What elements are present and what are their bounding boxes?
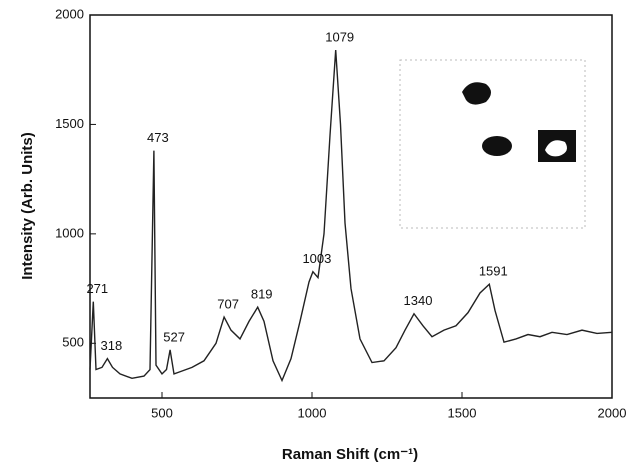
peak-label: 1340	[404, 293, 433, 308]
spectrum-line	[89, 49, 613, 383]
inset-frame	[399, 59, 586, 229]
x-axis-label: Raman Shift (cm⁻¹)	[282, 446, 418, 463]
y-tick-label: 2000	[55, 6, 84, 21]
y-tick-label: 1000	[55, 225, 84, 240]
x-tick-label: 1000	[298, 405, 327, 420]
y-tick-label: 1500	[55, 116, 84, 131]
y-axis-label: Intensity (Arb. Units)	[19, 132, 36, 280]
x-tick-label: 1500	[448, 405, 477, 420]
peak-label: 318	[101, 338, 123, 353]
peak-label: 707	[217, 296, 239, 311]
x-tick-label: 500	[151, 405, 173, 420]
inset-particle	[545, 140, 567, 157]
peak-label: 819	[251, 287, 273, 302]
peak-label: 527	[163, 329, 185, 344]
inset-particle	[462, 82, 491, 105]
x-tick-label: 2000	[598, 405, 627, 420]
inset-image	[399, 59, 586, 229]
peak-label: 271	[86, 281, 108, 296]
peak-label: 1079	[325, 29, 354, 44]
peak-label: 473	[147, 130, 169, 145]
plot-frame	[89, 14, 613, 399]
peak-label: 1003	[302, 251, 331, 266]
inset-particle	[482, 136, 512, 156]
peak-label: 1591	[479, 264, 508, 279]
y-tick-label: 500	[62, 335, 84, 350]
